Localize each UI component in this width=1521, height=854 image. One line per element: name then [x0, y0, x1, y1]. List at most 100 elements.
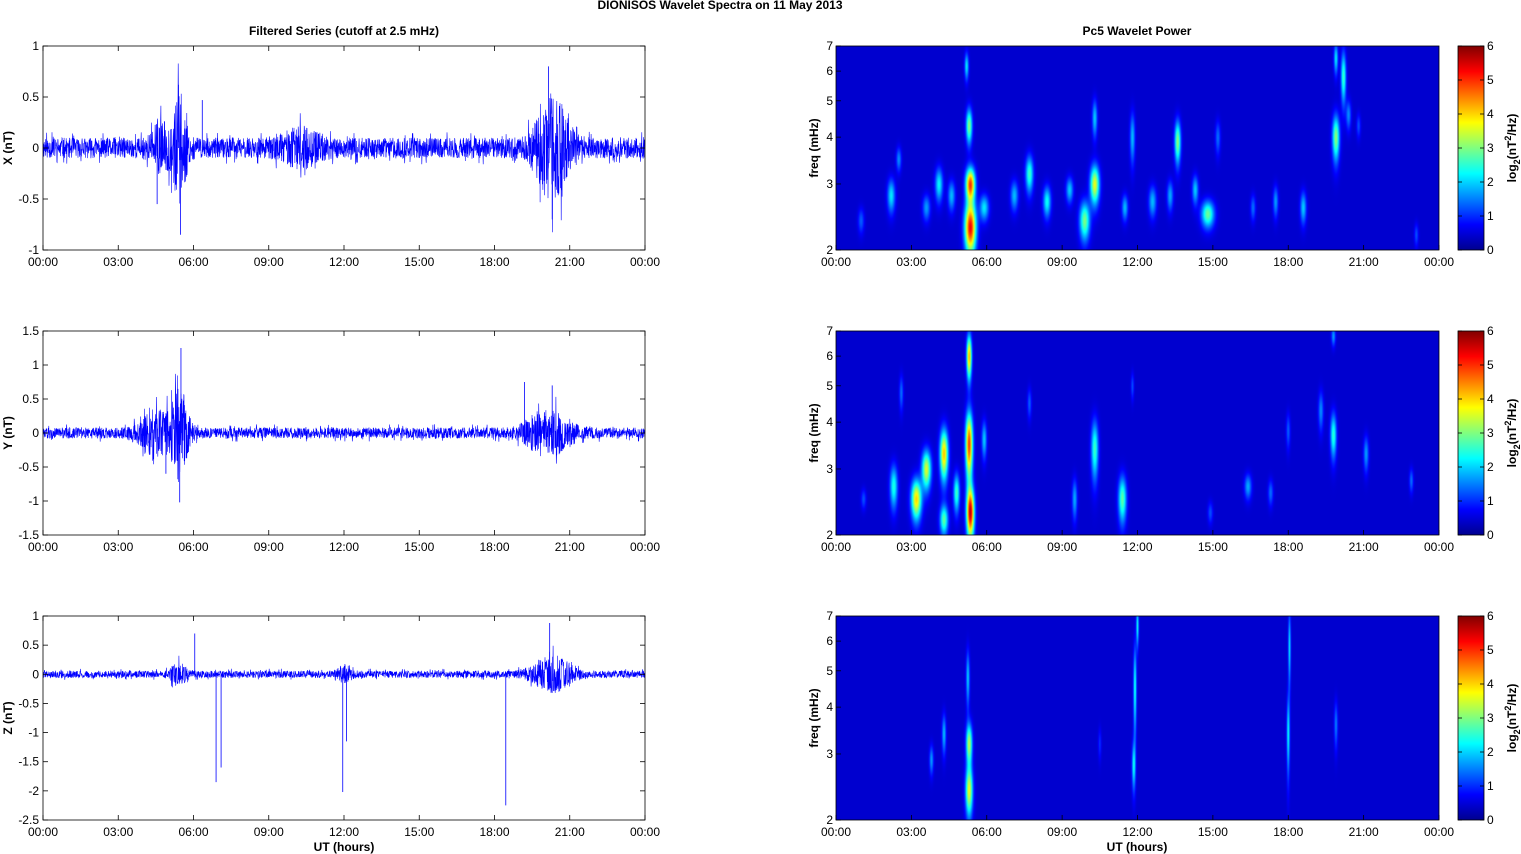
colorbar-tick-label: 6	[1487, 324, 1494, 338]
x-component-series-panel: -1 -0.5 0 0.5 1 00:00 03:00 06:00 09:00 12:00 15:0…	[1, 39, 660, 269]
ytick-label: 7	[826, 39, 833, 53]
y-wavelet-power-image	[836, 331, 1439, 535]
xtick-label: 00:00	[28, 255, 58, 269]
colorbar-tick-label: 0	[1487, 243, 1494, 257]
x-wavelet-power-panel: 2 3 4 5 6 7 00:00 03:00 06:00 09:00 12:00 15:00 18:0…	[807, 39, 1521, 269]
ytick-label: 7	[826, 609, 833, 623]
xtick-label: 15:00	[404, 540, 434, 554]
z-component-series-panel: -2.5 -2 -1.5 -1 -0.5 0 0.5 1 00:00 03:00 06:00 09:0…	[1, 609, 660, 839]
z-wavelet-power-colorbar-label: log2(nT2/Hz)	[1503, 684, 1521, 753]
xtick-label: 06:00	[972, 540, 1002, 554]
z-wavelet-power-ylabel: freq (mHz)	[807, 688, 821, 747]
xtick-label: 00:00	[630, 540, 660, 554]
xtick-label: 15:00	[1198, 540, 1228, 554]
ytick-label: 0.5	[22, 392, 39, 406]
xtick-label: 15:00	[404, 825, 434, 839]
ytick-label: 0	[32, 426, 39, 440]
xtick-label: 18:00	[1273, 540, 1303, 554]
xtick-label: 12:00	[1122, 255, 1152, 269]
xtick-label: 12:00	[1122, 825, 1152, 839]
y-wavelet-power-colorbar	[1457, 330, 1485, 536]
x-wavelet-power-colorbar-label: log2(nT2/Hz)	[1503, 114, 1521, 183]
ytick-label: 0.5	[22, 638, 39, 652]
ytick-label: -2	[28, 784, 39, 798]
xtick-label: 00:00	[1424, 255, 1454, 269]
ytick-label: 3	[826, 462, 833, 476]
xtick-label: 18:00	[479, 540, 509, 554]
colorbar-tick-label: 0	[1487, 813, 1494, 827]
colorbar-tick-label: 3	[1487, 711, 1494, 725]
xtick-label: 00:00	[630, 255, 660, 269]
xtick-label: 15:00	[1198, 255, 1228, 269]
colorbar-tick-label: 3	[1487, 426, 1494, 440]
right-column-title: Pc5 Wavelet Power	[1083, 24, 1192, 38]
ytick-label: -1.5	[18, 528, 39, 542]
xtick-label: 03:00	[103, 540, 133, 554]
xtick-label: 09:00	[254, 825, 284, 839]
y-wavelet-power-colorbar-label: log2(nT2/Hz)	[1503, 399, 1521, 468]
ytick-label: 2	[826, 243, 833, 257]
figure-title: DIONISOS Wavelet Spectra on 11 May 2013	[598, 0, 843, 12]
ytick-label: 0	[32, 667, 39, 681]
colorbar-tick-label: 6	[1487, 39, 1494, 53]
y-wavelet-power-ylabel: freq (mHz)	[807, 403, 821, 462]
colorbar-tick-label: 1	[1487, 209, 1494, 223]
colorbar-tick-label: 5	[1487, 643, 1494, 657]
ytick-label: 6	[826, 349, 833, 363]
colorbar-tick-label: 5	[1487, 358, 1494, 372]
colorbar-tick-label: 4	[1487, 107, 1494, 121]
ytick-label: 5	[826, 94, 833, 108]
y-component-series-panel: -1.5 -1 -0.5 0 0.5 1 1.5 00:00 03:00 06:00 09:00 12…	[1, 324, 660, 554]
ytick-label: 5	[826, 379, 833, 393]
xtick-label: 03:00	[896, 540, 926, 554]
ytick-label: -1	[28, 243, 39, 257]
xtick-label: 00:00	[821, 255, 851, 269]
ytick-label: 1	[32, 358, 39, 372]
xtick-label: 00:00	[821, 540, 851, 554]
ytick-label: 5	[826, 664, 833, 678]
z-wavelet-power-panel: 2 3 4 5 6 7 00:00 03:00 06:00 09:00 12:00 15:00 18:0…	[807, 609, 1521, 839]
left-column-title: Filtered Series (cutoff at 2.5 mHz)	[249, 24, 439, 38]
ytick-label: 7	[826, 324, 833, 338]
z-component-series-axes-frame	[42, 615, 646, 821]
xtick-label: 12:00	[329, 255, 359, 269]
xtick-label: 00:00	[28, 825, 58, 839]
ytick-label: 0.5	[22, 90, 39, 104]
colorbar-tick-label: 2	[1487, 175, 1494, 189]
xtick-label: 06:00	[178, 255, 208, 269]
left-xlabel: UT (hours)	[314, 840, 375, 854]
xtick-label: 15:00	[1198, 825, 1228, 839]
y-component-series-line	[43, 373, 645, 483]
colorbar-tick-label: 3	[1487, 141, 1494, 155]
xtick-label: 03:00	[103, 825, 133, 839]
xtick-label: 18:00	[479, 255, 509, 269]
ytick-label: 1.5	[22, 324, 39, 338]
xtick-label: 21:00	[1349, 825, 1379, 839]
xtick-label: 06:00	[972, 255, 1002, 269]
z-component-series-line	[43, 645, 645, 693]
xtick-label: 06:00	[178, 540, 208, 554]
colorbar-tick-label: 0	[1487, 528, 1494, 542]
ytick-label: 1	[32, 609, 39, 623]
xtick-label: 03:00	[896, 255, 926, 269]
xtick-label: 12:00	[329, 540, 359, 554]
z-component-series-ylabel: Z (nT)	[1, 701, 15, 734]
ytick-label: -0.5	[18, 460, 39, 474]
xtick-label: 09:00	[1047, 825, 1077, 839]
ytick-label: -1.5	[18, 755, 39, 769]
xtick-label: 03:00	[896, 825, 926, 839]
xtick-label: 00:00	[1424, 825, 1454, 839]
xtick-label: 21:00	[555, 825, 585, 839]
colorbar-tick-label: 4	[1487, 677, 1494, 691]
z-wavelet-power-colorbar	[1457, 615, 1485, 821]
colorbar-tick-label: 4	[1487, 392, 1494, 406]
xtick-label: 00:00	[28, 540, 58, 554]
ytick-label: 1	[32, 39, 39, 53]
xtick-label: 06:00	[972, 825, 1002, 839]
xtick-label: 21:00	[1349, 540, 1379, 554]
ytick-label: -1	[28, 726, 39, 740]
xtick-label: 18:00	[1273, 255, 1303, 269]
ytick-label: 3	[826, 177, 833, 191]
xtick-label: 21:00	[1349, 255, 1379, 269]
